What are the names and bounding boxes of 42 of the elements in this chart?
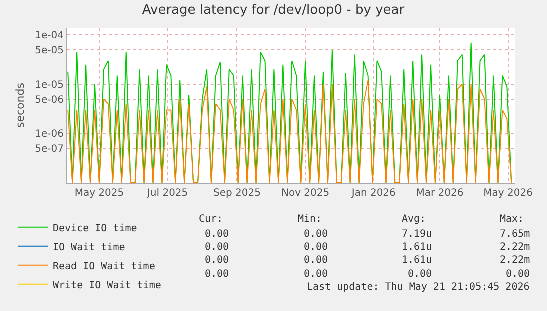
text: Last update: Thu May 21 21:05:45 2026	[307, 282, 530, 293]
legend-label: IO Wait time	[53, 242, 126, 254]
y-axis-title: seconds	[14, 82, 27, 128]
y-tick-label: 1e-04	[35, 30, 64, 42]
text: 2.22m	[500, 255, 530, 266]
x-tick-label: Mar 2026	[416, 188, 464, 199]
text: 0.00	[304, 255, 328, 266]
text: 0.00	[304, 269, 328, 280]
x-tick-label: Jul 2025	[146, 188, 188, 199]
text: 0.00	[205, 255, 230, 266]
chart-title: Average latency for /dev/loop0 - by year	[142, 2, 406, 18]
legend-label: Device IO time	[53, 223, 138, 234]
x-tick-label: Jan 2026	[350, 188, 396, 199]
y-tick-label: 5e-05	[35, 46, 64, 57]
text: 0.00	[408, 269, 432, 280]
y-tick-label: 1e-05	[35, 80, 64, 91]
text: 0.00	[205, 229, 230, 240]
x-tick-label: Nov 2025	[281, 188, 330, 199]
line-series	[68, 80, 512, 183]
y-tick-label: 5e-07	[35, 144, 64, 156]
x-tick-label: May 2026	[484, 188, 533, 199]
text: Max:	[500, 214, 524, 225]
y-tick-label: 5e-06	[35, 94, 64, 106]
x-tick-label: Sep 2025	[214, 188, 261, 199]
text: 2.22m	[500, 242, 530, 253]
text: 0.00	[205, 269, 230, 280]
text: 7.19u	[402, 229, 432, 240]
x-tick-label: May 2025	[74, 188, 124, 199]
text: Cur:	[199, 214, 224, 225]
text: 1.61u	[402, 242, 432, 253]
text: 0.00	[304, 229, 328, 240]
legend-label: Read IO Wait time	[53, 261, 156, 272]
y-tick-label: 1e-06	[35, 129, 64, 140]
text: 1.61u	[402, 255, 432, 266]
text: 0.00	[205, 242, 230, 253]
text: 7.65m	[500, 229, 530, 240]
line-series	[68, 42, 512, 183]
legend-label: Write IO Wait time	[53, 280, 162, 292]
text: 0.00	[506, 269, 530, 280]
text: 0.00	[304, 242, 328, 253]
text: Min:	[298, 214, 322, 225]
text: Avg:	[402, 214, 426, 225]
